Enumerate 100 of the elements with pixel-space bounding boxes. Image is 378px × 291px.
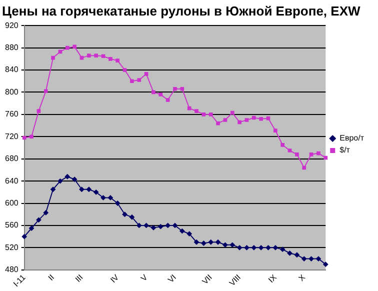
point — [100, 195, 106, 200]
x-tick-label: VI — [166, 272, 178, 285]
point — [294, 252, 300, 258]
point — [280, 246, 286, 252]
x-tick-label: II — [46, 272, 56, 282]
point — [324, 156, 328, 160]
x-tick-label: III — [74, 272, 85, 284]
point — [216, 121, 220, 126]
point — [208, 112, 213, 116]
point — [237, 245, 242, 250]
point — [230, 242, 235, 248]
point — [115, 200, 120, 206]
x-tick-label: I-11 — [12, 272, 28, 289]
point — [152, 90, 156, 94]
point — [108, 195, 113, 200]
point — [208, 240, 214, 245]
x-tick-label: IX — [266, 272, 279, 285]
point — [274, 128, 278, 132]
point — [186, 231, 192, 236]
point — [36, 109, 41, 114]
x-tick-label: V — [139, 272, 150, 284]
point — [194, 109, 198, 114]
point — [122, 212, 128, 217]
point — [64, 174, 70, 180]
point — [308, 256, 314, 262]
point — [238, 120, 242, 124]
point — [287, 250, 292, 256]
point — [288, 148, 292, 152]
point — [266, 245, 271, 250]
point — [137, 78, 142, 82]
point — [136, 222, 142, 228]
point — [244, 245, 250, 250]
point — [130, 79, 134, 84]
point — [144, 72, 148, 76]
y-tick-label: 680 — [4, 154, 19, 164]
point — [50, 186, 56, 192]
y-tick-label: 480 — [4, 265, 19, 274]
point — [316, 256, 321, 262]
point — [230, 110, 234, 115]
y-tick-label: 760 — [4, 110, 19, 119]
point — [272, 245, 278, 250]
point — [309, 152, 314, 156]
legend-label: Евро/т — [340, 134, 364, 143]
point — [72, 44, 76, 49]
point — [258, 245, 264, 250]
point — [65, 46, 70, 50]
point — [129, 214, 134, 220]
y-tick-label: 920 — [4, 20, 19, 30]
point — [194, 240, 200, 245]
point — [150, 225, 156, 230]
point — [51, 56, 55, 60]
point — [295, 152, 299, 156]
point — [316, 151, 320, 156]
point — [172, 222, 178, 228]
point — [158, 224, 164, 230]
point — [43, 210, 48, 216]
x-tick-label: X — [296, 272, 308, 284]
point — [94, 190, 99, 195]
point — [302, 256, 307, 262]
point — [222, 242, 228, 248]
point — [86, 186, 92, 192]
point — [158, 92, 163, 96]
point — [79, 186, 84, 192]
x-tick-label: VIII — [228, 272, 243, 288]
y-tick-label: 840 — [4, 65, 19, 74]
point — [86, 54, 91, 58]
point — [29, 226, 34, 231]
point — [180, 228, 185, 234]
point — [216, 240, 221, 245]
point — [202, 112, 206, 116]
point — [173, 86, 177, 91]
y-tick-label: 560 — [4, 220, 19, 230]
point — [94, 54, 98, 58]
point — [22, 234, 27, 240]
point — [108, 56, 112, 61]
y-tick-label: 600 — [4, 198, 19, 208]
y-tick-label: 640 — [4, 176, 19, 186]
point — [244, 118, 249, 122]
point — [252, 116, 256, 120]
point — [166, 98, 170, 102]
y-tick-label: 720 — [4, 132, 19, 141]
point — [280, 143, 285, 147]
point — [44, 89, 48, 94]
y-tick-label: 520 — [4, 242, 19, 252]
point — [201, 240, 206, 246]
point — [58, 178, 63, 184]
point — [101, 54, 106, 58]
point — [72, 176, 78, 182]
x-tick-label: IV — [108, 272, 122, 285]
y-tick-label: 800 — [4, 87, 19, 96]
point — [259, 116, 263, 121]
point — [165, 222, 170, 228]
point — [302, 166, 306, 170]
point — [180, 86, 184, 91]
chart-title: Цены на горячекатаные рулоны в Южной Европе, EXW — [2, 3, 361, 18]
point — [30, 134, 34, 139]
point — [323, 262, 328, 267]
x-tick-label: VII — [200, 272, 214, 286]
point — [223, 118, 228, 122]
point — [116, 58, 120, 62]
